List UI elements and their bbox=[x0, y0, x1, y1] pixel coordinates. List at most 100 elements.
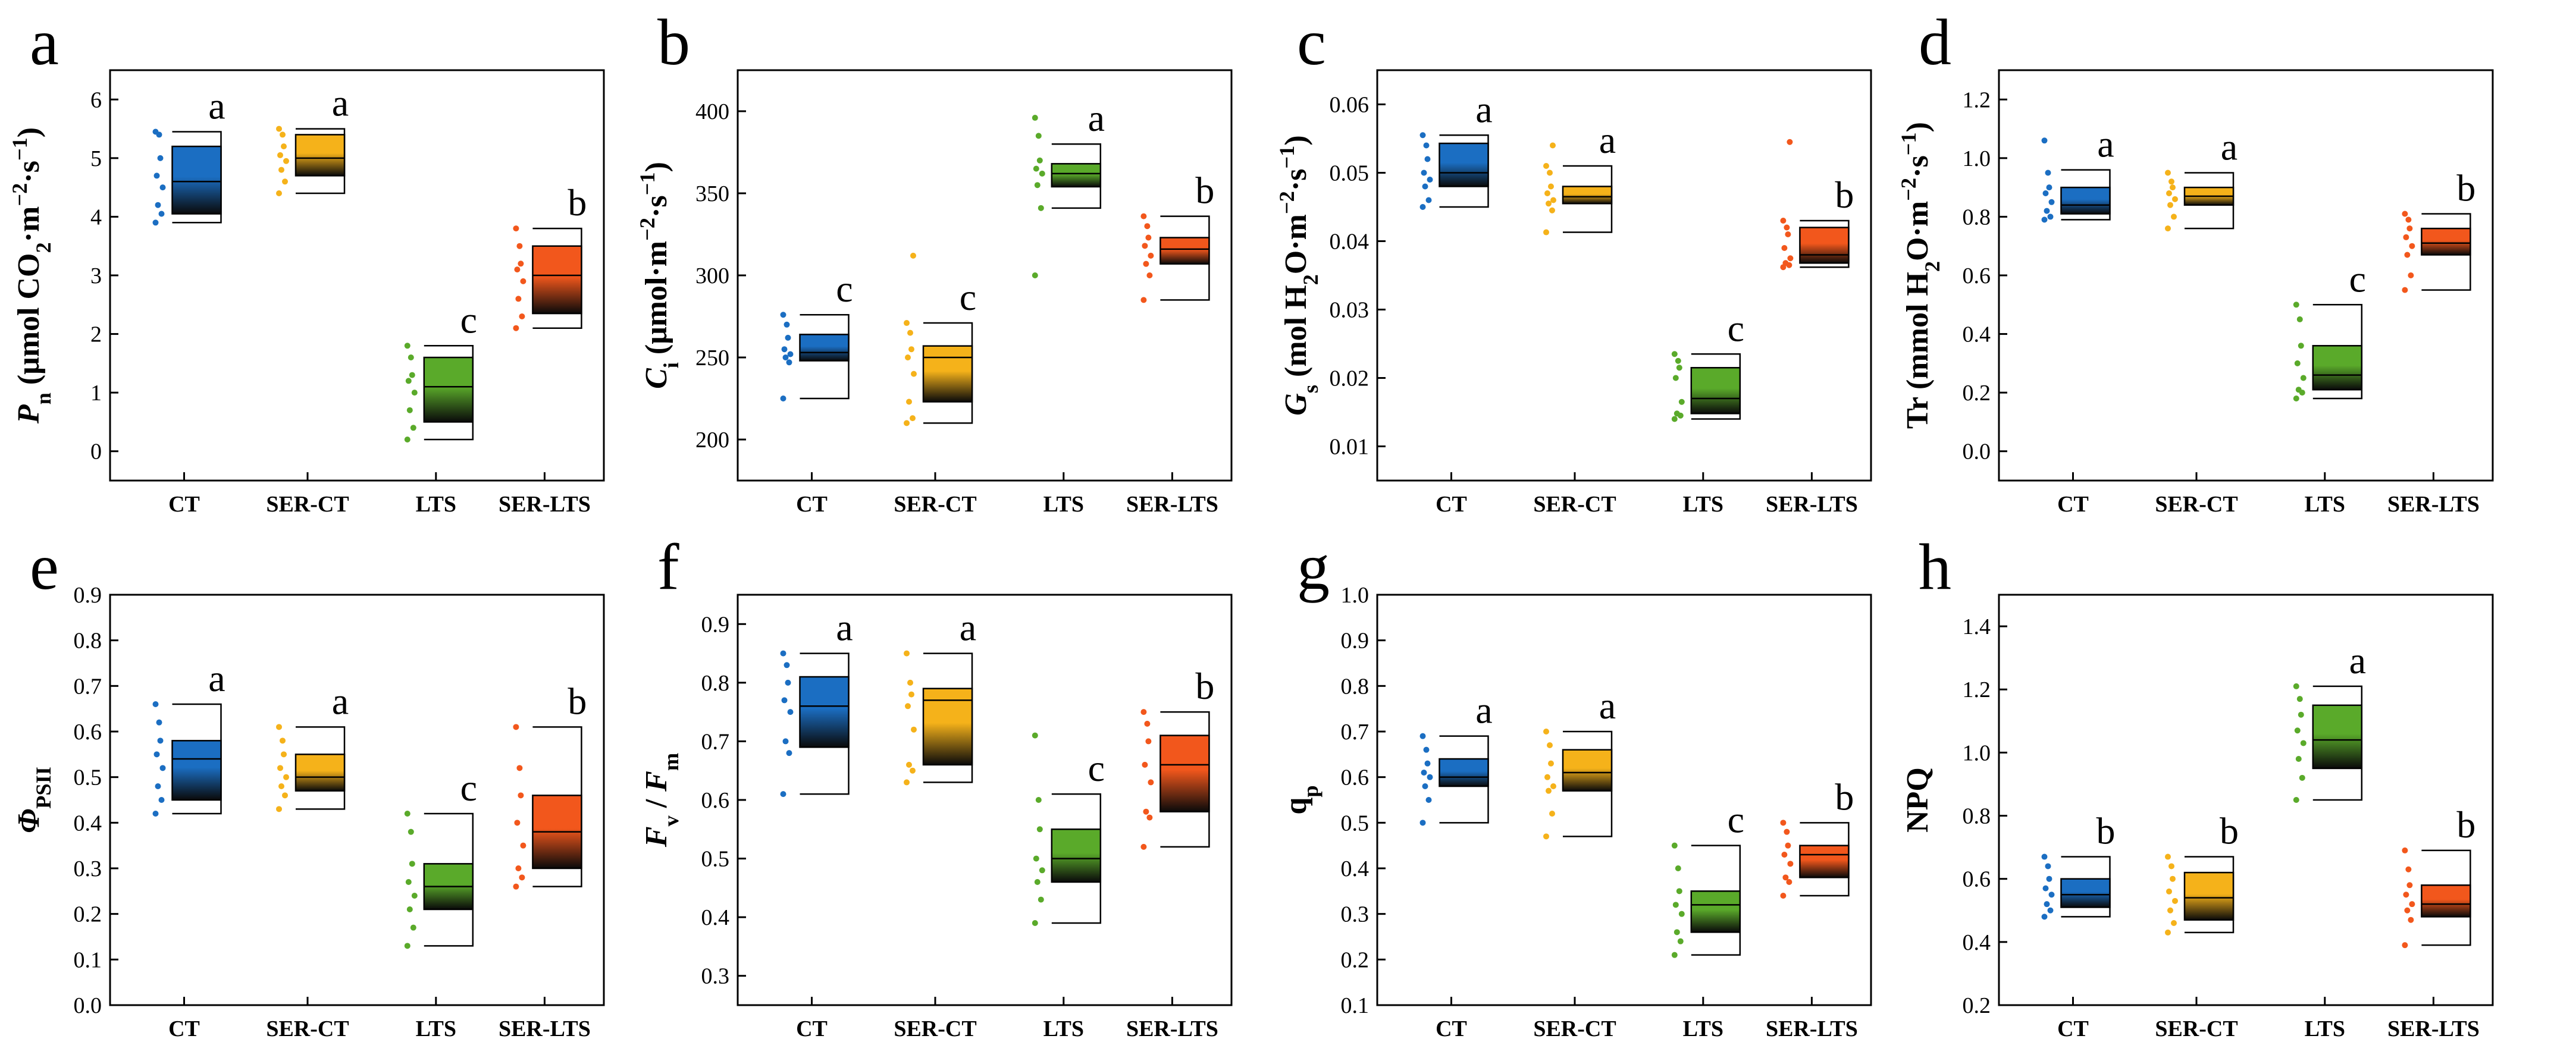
box bbox=[1690, 890, 1741, 933]
data-points bbox=[1419, 733, 1433, 826]
group-ser-ct: SER-CT a bbox=[1533, 685, 1616, 1041]
data-point bbox=[1033, 165, 1039, 172]
data-point bbox=[1145, 738, 1152, 745]
data-point bbox=[1671, 416, 1678, 422]
data-point bbox=[410, 924, 416, 931]
data-point bbox=[1782, 260, 1789, 266]
data-point bbox=[513, 883, 519, 890]
data-point bbox=[2299, 774, 2305, 781]
data-point bbox=[787, 709, 794, 715]
data-point bbox=[1549, 207, 1555, 214]
data-point bbox=[2406, 882, 2413, 889]
data-point bbox=[282, 178, 288, 185]
y-tick-label: 400 bbox=[695, 99, 729, 124]
x-tick-label: LTS bbox=[416, 1016, 456, 1041]
box bbox=[1799, 227, 1850, 264]
y-tick-label: 0.4 bbox=[701, 905, 730, 930]
data-point bbox=[2295, 387, 2302, 393]
data-point bbox=[1032, 732, 1038, 739]
significance-letter: c bbox=[460, 299, 477, 341]
data-point bbox=[2170, 875, 2176, 882]
data-point bbox=[2296, 316, 2303, 322]
group-ct: CT c bbox=[780, 268, 853, 517]
data-point bbox=[1032, 115, 1038, 121]
group-ser-ct: SER-CT b bbox=[2155, 810, 2239, 1041]
data-point bbox=[2171, 920, 2177, 926]
box bbox=[294, 754, 346, 792]
data-point bbox=[2170, 184, 2176, 191]
group-ser-lts: SER-LTS b bbox=[1126, 665, 1218, 1041]
data-point bbox=[156, 719, 162, 726]
data-points bbox=[404, 811, 418, 949]
data-point bbox=[1140, 297, 1147, 303]
data-point bbox=[2168, 178, 2174, 185]
data-point bbox=[1140, 213, 1147, 219]
data-point bbox=[1550, 142, 1556, 149]
significance-letter: a bbox=[2097, 123, 2114, 165]
data-point bbox=[280, 131, 286, 138]
x-tick-label: SER-LTS bbox=[499, 492, 591, 517]
data-point bbox=[280, 737, 286, 744]
data-points bbox=[513, 724, 527, 890]
data-point bbox=[410, 425, 416, 431]
data-point bbox=[780, 791, 786, 798]
panel-letter: g bbox=[1297, 531, 1330, 603]
data-point bbox=[2041, 853, 2048, 860]
data-points bbox=[1543, 729, 1556, 840]
group-ser-ct: SER-CT a bbox=[2155, 126, 2237, 517]
data-point bbox=[904, 420, 910, 426]
data-point bbox=[1146, 814, 1153, 821]
data-point bbox=[1547, 742, 1553, 748]
y-tick-label: 0.6 bbox=[1341, 765, 1370, 790]
x-tick-label: LTS bbox=[1683, 492, 1723, 517]
significance-letter: b bbox=[1835, 174, 1854, 216]
data-point bbox=[911, 371, 917, 377]
data-points bbox=[1780, 820, 1794, 899]
data-point bbox=[1032, 272, 1038, 278]
data-point bbox=[1781, 852, 1788, 858]
y-tick-label: 0.7 bbox=[1341, 720, 1370, 745]
data-point bbox=[1674, 929, 1680, 936]
y-tick-label: 0.05 bbox=[1330, 161, 1370, 186]
data-point bbox=[1780, 820, 1787, 826]
data-point bbox=[1548, 760, 1554, 767]
data-point bbox=[1421, 770, 1427, 776]
significance-letter: b bbox=[2456, 804, 2475, 846]
data-point bbox=[2042, 885, 2049, 892]
data-points bbox=[152, 128, 166, 226]
data-point bbox=[780, 396, 786, 401]
data-point bbox=[2402, 847, 2408, 853]
panel-g: g0.10.20.30.40.50.60.70.80.91.0qpCTaSER-… bbox=[1279, 531, 1872, 1041]
y-tick-label: 0.04 bbox=[1330, 230, 1370, 255]
data-points bbox=[2293, 683, 2307, 803]
data-point bbox=[784, 662, 790, 668]
x-tick-label: LTS bbox=[1043, 1016, 1084, 1041]
significance-letter: c bbox=[836, 268, 853, 310]
data-point bbox=[1419, 204, 1426, 210]
data-point bbox=[1143, 808, 1149, 815]
data-point bbox=[1785, 842, 1791, 849]
axes-frame bbox=[737, 594, 1233, 1006]
y-tick-label: 4 bbox=[90, 205, 102, 230]
data-point bbox=[905, 354, 911, 360]
significance-letter: a bbox=[1599, 119, 1616, 161]
group-lts: LTS a bbox=[1032, 97, 1105, 517]
x-tick-label: SER-CT bbox=[1533, 492, 1616, 517]
data-point bbox=[2300, 375, 2307, 381]
data-point bbox=[2402, 942, 2408, 949]
data-point bbox=[2045, 170, 2051, 176]
data-point bbox=[1145, 234, 1152, 241]
data-point bbox=[1678, 911, 1685, 917]
data-point bbox=[907, 679, 913, 686]
x-tick-label: CT bbox=[1436, 1016, 1467, 1041]
data-point bbox=[781, 346, 788, 353]
data-point bbox=[152, 128, 159, 135]
data-point bbox=[1140, 709, 1147, 715]
data-point bbox=[1424, 760, 1431, 767]
data-points bbox=[276, 724, 289, 812]
data-point bbox=[1546, 200, 1552, 207]
data-point bbox=[283, 158, 289, 164]
box bbox=[799, 676, 850, 748]
